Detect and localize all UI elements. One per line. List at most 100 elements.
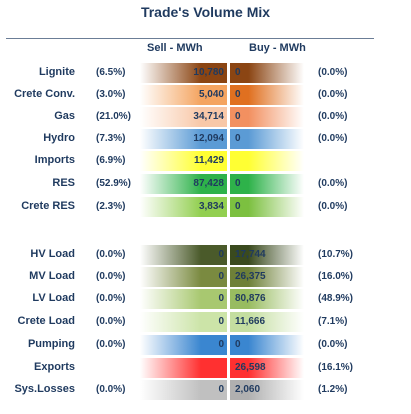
buy-value: 26,598 (235, 362, 266, 373)
sell-value: 0 (218, 293, 224, 304)
sell-percent: (0.0%) (96, 271, 126, 282)
buy-bar (230, 174, 304, 194)
buy-percent: (0.0%) (318, 339, 348, 350)
buy-bar (230, 289, 304, 309)
row-label: Lignite (38, 66, 75, 78)
sell-value: 87,428 (193, 178, 224, 189)
sell-value: 11,429 (193, 155, 224, 166)
buy-percent: (0.0%) (318, 178, 348, 189)
sell-bar (140, 151, 227, 171)
sell-percent: (0.0%) (96, 339, 126, 350)
row-label: Crete Conv. (14, 88, 75, 100)
buy-percent: (0.0%) (318, 89, 348, 100)
sell-value: 0 (218, 316, 224, 327)
buy-value: 17,744 (235, 249, 266, 260)
buy-percent: (0.0%) (318, 67, 348, 78)
sell-percent: (0.0%) (96, 384, 126, 395)
buy-bar (230, 245, 304, 265)
sell-value: 3,834 (198, 201, 224, 212)
table-row: Crete Load (0.0%) 0 11,666 (7.1%) (0, 311, 411, 333)
sell-percent: (21.0%) (96, 111, 132, 122)
buy-bar (230, 63, 304, 83)
buy-bar (230, 312, 304, 332)
sell-header: Sell - MWh (147, 42, 203, 54)
table-row: RES (52.9%) 87,428 0 (0.0%) (0, 173, 411, 195)
sell-bar (140, 380, 227, 400)
sell-bar (140, 63, 227, 83)
row-label: HV Load (30, 248, 75, 260)
buy-value: 0 (235, 201, 241, 212)
table-row: Imports (6.9%) 11,429 (0, 150, 411, 172)
row-label: LV Load (32, 292, 75, 304)
buy-value: 0 (235, 67, 241, 78)
buy-percent: (0.0%) (318, 133, 348, 144)
row-label: Gas (54, 110, 75, 122)
buy-header: Buy - MWh (249, 42, 306, 54)
table-row: Hydro (7.3%) 12,094 0 (0.0%) (0, 128, 411, 150)
table-row: Crete RES (2.3%) 3,834 0 (0.0%) (0, 196, 411, 218)
sell-bar (140, 358, 227, 378)
buy-value: 80,876 (235, 293, 266, 304)
page-title: Trade's Volume Mix (140, 4, 271, 20)
buy-percent: (7.1%) (318, 316, 348, 327)
sell-percent: (0.0%) (96, 316, 126, 327)
sell-value: 34,714 (193, 111, 224, 122)
row-label: RES (52, 177, 75, 189)
sell-value: 10,780 (193, 67, 224, 78)
buy-percent: (48.9%) (318, 293, 354, 304)
buy-bar (230, 380, 304, 400)
sell-value: 5,040 (198, 89, 224, 100)
row-label: Crete RES (21, 200, 75, 212)
sell-value: 0 (218, 271, 224, 282)
title-divider (6, 38, 374, 39)
sell-percent: (0.0%) (96, 249, 126, 260)
buy-value: 11,666 (235, 316, 266, 327)
buy-percent: (0.0%) (318, 201, 348, 212)
row-label: MV Load (29, 270, 75, 282)
buy-bar (230, 267, 304, 287)
sell-bar (140, 174, 227, 194)
sell-value: 0 (218, 339, 224, 350)
sell-percent: (52.9%) (96, 178, 132, 189)
sell-value: 0 (218, 249, 224, 260)
buy-value: 0 (235, 133, 241, 144)
row-label: Crete Load (17, 315, 75, 327)
table-row: Sys.Losses (0.0%) 0 2,060 (1.2%) (0, 379, 411, 401)
sell-percent: (3.0%) (96, 89, 126, 100)
sell-bar (140, 129, 227, 149)
table-row: HV Load (0.0%) 0 17,744 (10.7%) (0, 244, 411, 266)
buy-value: 0 (235, 89, 241, 100)
buy-percent: (16.1%) (318, 362, 354, 373)
buy-bar (230, 335, 304, 355)
buy-bar (230, 358, 304, 378)
row-label: Exports (34, 361, 75, 373)
buy-value: 26,375 (235, 271, 266, 282)
table-row: Crete Conv. (3.0%) 5,040 0 (0.0%) (0, 84, 411, 106)
buy-value: 0 (235, 178, 241, 189)
buy-bar (230, 197, 304, 217)
row-label: Imports (34, 154, 75, 166)
table-row: Pumping (0.0%) 0 0 (0.0%) (0, 334, 411, 356)
buy-bar (230, 151, 304, 171)
sell-percent: (6.9%) (96, 155, 126, 166)
table-row: MV Load (0.0%) 0 26,375 (16.0%) (0, 266, 411, 288)
sell-value: 0 (218, 384, 224, 395)
sell-bar (140, 107, 227, 127)
buy-bar (230, 85, 304, 105)
table-row: Exports 26,598 (16.1%) (0, 357, 411, 379)
sell-percent: (6.5%) (96, 67, 126, 78)
table-row: LV Load (0.0%) 0 80,876 (48.9%) (0, 288, 411, 310)
row-label: Sys.Losses (14, 383, 75, 395)
table-row: Gas (21.0%) 34,714 0 (0.0%) (0, 106, 411, 128)
sell-bar (140, 85, 227, 105)
buy-bar (230, 129, 304, 149)
buy-percent: (1.2%) (318, 384, 348, 395)
row-label: Hydro (43, 132, 75, 144)
sell-bar (140, 335, 227, 355)
sell-value: 12,094 (193, 133, 224, 144)
sell-bar (140, 267, 227, 287)
buy-percent: (10.7%) (318, 249, 354, 260)
buy-percent: (16.0%) (318, 271, 354, 282)
sell-percent: (2.3%) (96, 201, 126, 212)
sell-percent: (7.3%) (96, 133, 126, 144)
